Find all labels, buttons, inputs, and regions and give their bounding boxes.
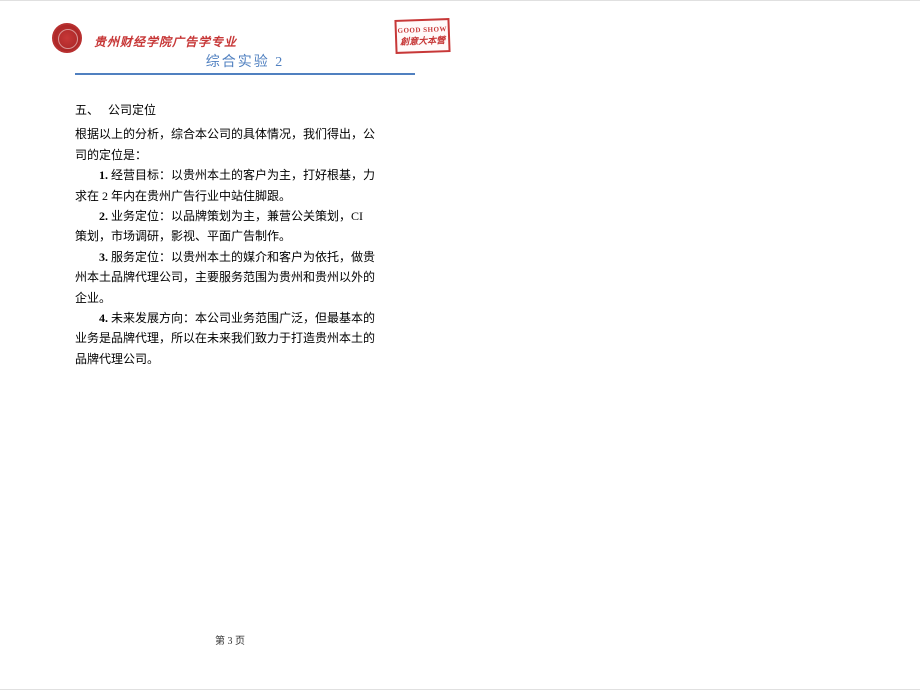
item-text: 服务定位：以贵州本土的媒介和客户为依托，做贵州本土品牌代理公司，主要服务范围为贵…	[75, 250, 375, 305]
list-item: 1. 经营目标：以贵州本土的客户为主，打好根基，力求在 2 年内在贵州广告行业中…	[75, 165, 375, 206]
item-text: 经营目标：以贵州本土的客户为主，打好根基，力求在 2 年内在贵州广告行业中站住脚…	[75, 168, 375, 202]
item-number: 4.	[99, 311, 108, 325]
item-text: 未来发展方向：本公司业务范围广泛，但最基本的业务是品牌代理，所以在未来我们致力于…	[75, 311, 375, 366]
document-page: 贵州财经学院广告学专业 GOOD SHOW 創意大本營 综合实验 2 五、 公司…	[0, 0, 920, 690]
school-name: 贵州财经学院广告学专业	[94, 33, 237, 50]
list-item: 3. 服务定位：以贵州本土的媒介和客户为依托，做贵州本土品牌代理公司，主要服务范…	[75, 247, 375, 308]
page-number: 第 3 页	[215, 636, 245, 647]
section-number: 五、	[75, 103, 99, 117]
stamp-badge: GOOD SHOW 創意大本營	[394, 18, 450, 54]
item-number: 2.	[99, 209, 108, 223]
list-item: 4. 未来发展方向：本公司业务范围广泛，但最基本的业务是品牌代理，所以在未来我们…	[75, 308, 375, 369]
document-title: 综合实验 2	[206, 51, 285, 71]
list-item: 2. 业务定位：以品牌策划为主，兼营公关策划，CI 策划，市场调研，影视、平面广…	[75, 206, 375, 247]
item-number: 1.	[99, 168, 108, 182]
stamp-line-2: 創意大本營	[400, 33, 445, 48]
page-footer: 第 3 页	[215, 632, 245, 647]
section-title-text: 公司定位	[108, 103, 156, 117]
item-text: 业务定位：以品牌策划为主，兼营公关策划，CI 策划，市场调研，影视、平面广告制作…	[75, 209, 363, 243]
intro-paragraph: 根据以上的分析，综合本公司的具体情况，我们得出，公司的定位是：	[75, 124, 375, 165]
school-logo-icon	[52, 23, 82, 53]
item-number: 3.	[99, 250, 108, 264]
title-underline: 综合实验 2	[75, 51, 415, 75]
page-header: 贵州财经学院广告学专业 GOOD SHOW 創意大本營 综合实验 2	[0, 1, 920, 75]
document-body: 五、 公司定位 根据以上的分析，综合本公司的具体情况，我们得出，公司的定位是： …	[0, 75, 450, 369]
section-heading: 五、 公司定位	[75, 100, 375, 120]
